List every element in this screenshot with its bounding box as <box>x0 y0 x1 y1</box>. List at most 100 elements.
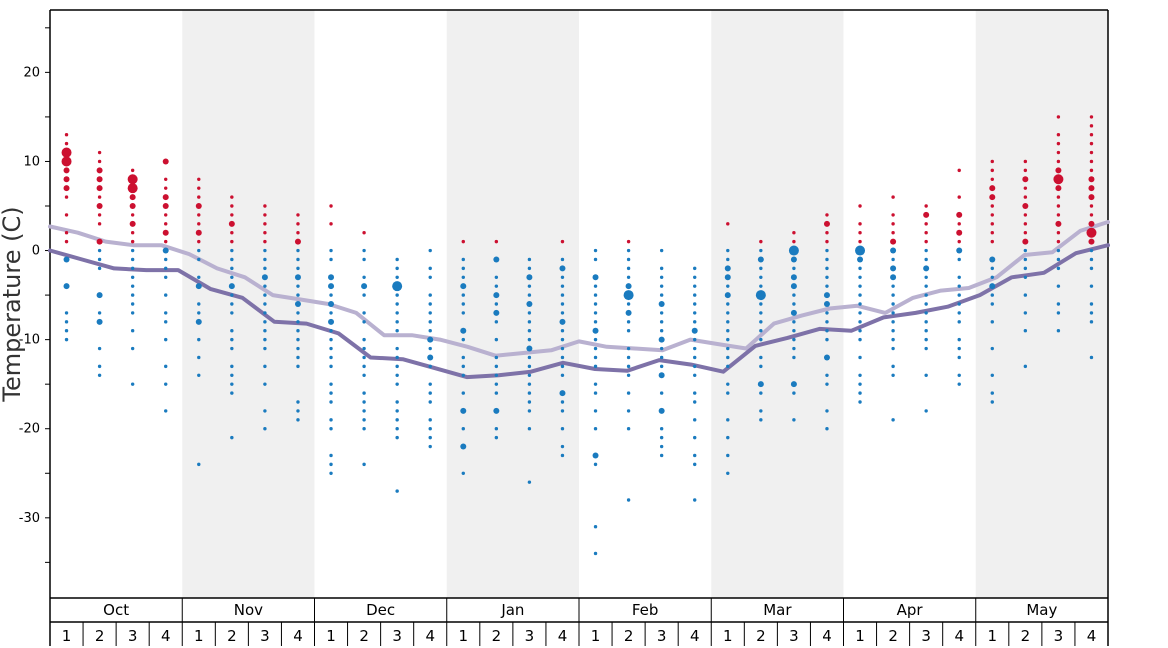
scatter-point-cold <box>494 302 499 306</box>
scatter-point-cold <box>428 248 432 253</box>
scatter-point-cold <box>230 257 234 262</box>
scatter-point-cold <box>890 274 897 281</box>
scatter-point-cold <box>792 266 796 271</box>
scatter-point-cold <box>362 320 366 324</box>
scatter-point-warm <box>924 239 928 244</box>
scatter-point-cold <box>97 346 102 351</box>
scatter-point-cold <box>362 364 366 369</box>
week-label: 1 <box>62 627 72 645</box>
scatter-point-cold <box>957 284 961 288</box>
scatter-point-cold <box>757 256 764 263</box>
scatter-point-cold <box>990 346 994 351</box>
scatter-point-cold <box>957 355 961 360</box>
scatter-point-cold <box>593 257 598 262</box>
month-shade-jan <box>446 10 579 598</box>
scatter-point-warm <box>1022 238 1029 245</box>
scatter-point-cold <box>989 283 996 290</box>
scatter-point-cold <box>593 311 598 315</box>
scatter-point-warm <box>96 238 103 245</box>
scatter-point-warm <box>162 158 169 165</box>
scatter-point-cold <box>726 471 730 475</box>
month-shade-mar <box>711 10 844 598</box>
scatter-point-warm <box>197 195 201 199</box>
scatter-point-cold <box>526 345 533 352</box>
scatter-point-cold <box>957 311 961 315</box>
scatter-point-cold <box>759 302 763 306</box>
scatter-point-cold <box>296 409 300 413</box>
scatter-point-cold <box>527 329 532 333</box>
scatter-point-cold <box>726 418 730 422</box>
scatter-point-cold <box>526 301 533 307</box>
scatter-point-warm <box>923 211 930 218</box>
scatter-point-cold <box>395 355 399 360</box>
scatter-point-cold <box>726 311 730 315</box>
scatter-point-cold <box>230 311 234 315</box>
scatter-point-cold <box>825 329 829 333</box>
scatter-point-cold <box>63 256 70 263</box>
scatter-point-cold <box>395 409 399 413</box>
scatter-point-cold <box>957 382 961 386</box>
scatter-point-warm <box>858 239 862 244</box>
scatter-point-warm <box>96 167 103 174</box>
scatter-point-cold <box>130 346 135 351</box>
scatter-point-cold <box>527 364 532 369</box>
scatter-point-cold <box>428 302 432 306</box>
scatter-point-cold <box>759 409 763 413</box>
scatter-point-warm <box>96 176 103 183</box>
scatter-point-warm <box>164 213 168 217</box>
scatter-point-cold <box>693 435 697 440</box>
scatter-point-cold <box>560 409 565 413</box>
scatter-point-warm <box>162 194 169 201</box>
scatter-point-cold <box>197 462 201 467</box>
scatter-point-cold <box>263 364 267 369</box>
scatter-point-cold <box>891 257 895 262</box>
scatter-point-cold <box>957 320 961 324</box>
month-label-oct: Oct <box>103 601 129 619</box>
scatter-point-cold <box>395 382 399 386</box>
scatter-point-cold <box>328 283 335 290</box>
scatter-point-cold <box>527 311 532 315</box>
scatter-point-cold <box>328 318 335 325</box>
scatter-point-cold <box>693 391 697 395</box>
scatter-point-warm <box>63 185 70 192</box>
scatter-point-cold <box>1089 284 1094 288</box>
scatter-point-warm <box>792 239 796 244</box>
scatter-point-cold <box>263 427 267 431</box>
scatter-point-cold <box>726 320 730 324</box>
scatter-point-warm <box>1056 239 1061 244</box>
scatter-point-cold <box>560 302 565 306</box>
scatter-point-warm <box>1088 238 1095 245</box>
scatter-point-warm <box>329 222 333 226</box>
scatter-point-cold <box>428 311 432 315</box>
scatter-point-warm <box>989 185 996 192</box>
scatter-point-cold <box>395 364 399 369</box>
scatter-point-warm <box>263 231 267 235</box>
scatter-point-cold <box>527 427 532 431</box>
scatter-point-warm <box>296 231 300 235</box>
scatter-point-warm <box>924 231 928 235</box>
scatter-point-cold <box>230 329 234 333</box>
scatter-point-cold <box>924 257 928 262</box>
scatter-point-cold <box>261 274 268 281</box>
scatter-point-cold <box>494 373 499 377</box>
scatter-point-cold <box>263 346 267 351</box>
scatter-point-warm <box>990 159 994 164</box>
scatter-point-cold <box>461 373 465 377</box>
scatter-point-cold <box>593 409 598 413</box>
month-label-mar: Mar <box>763 601 792 619</box>
scatter-point-cold <box>855 245 866 256</box>
scatter-point-warm <box>956 211 963 218</box>
scatter-point-cold <box>823 354 830 361</box>
scatter-point-warm <box>990 204 994 208</box>
scatter-point-warm <box>362 231 366 235</box>
scatter-point-cold <box>823 301 830 307</box>
scatter-point-cold <box>493 407 500 414</box>
scatter-point-cold <box>197 311 201 315</box>
scatter-point-cold <box>527 480 532 484</box>
scatter-point-cold <box>693 462 697 467</box>
scatter-point-cold <box>296 400 300 404</box>
scatter-point-cold <box>659 427 664 431</box>
week-label: 4 <box>954 627 964 645</box>
scatter-point-cold <box>759 355 763 360</box>
scatter-point-cold <box>296 284 300 288</box>
